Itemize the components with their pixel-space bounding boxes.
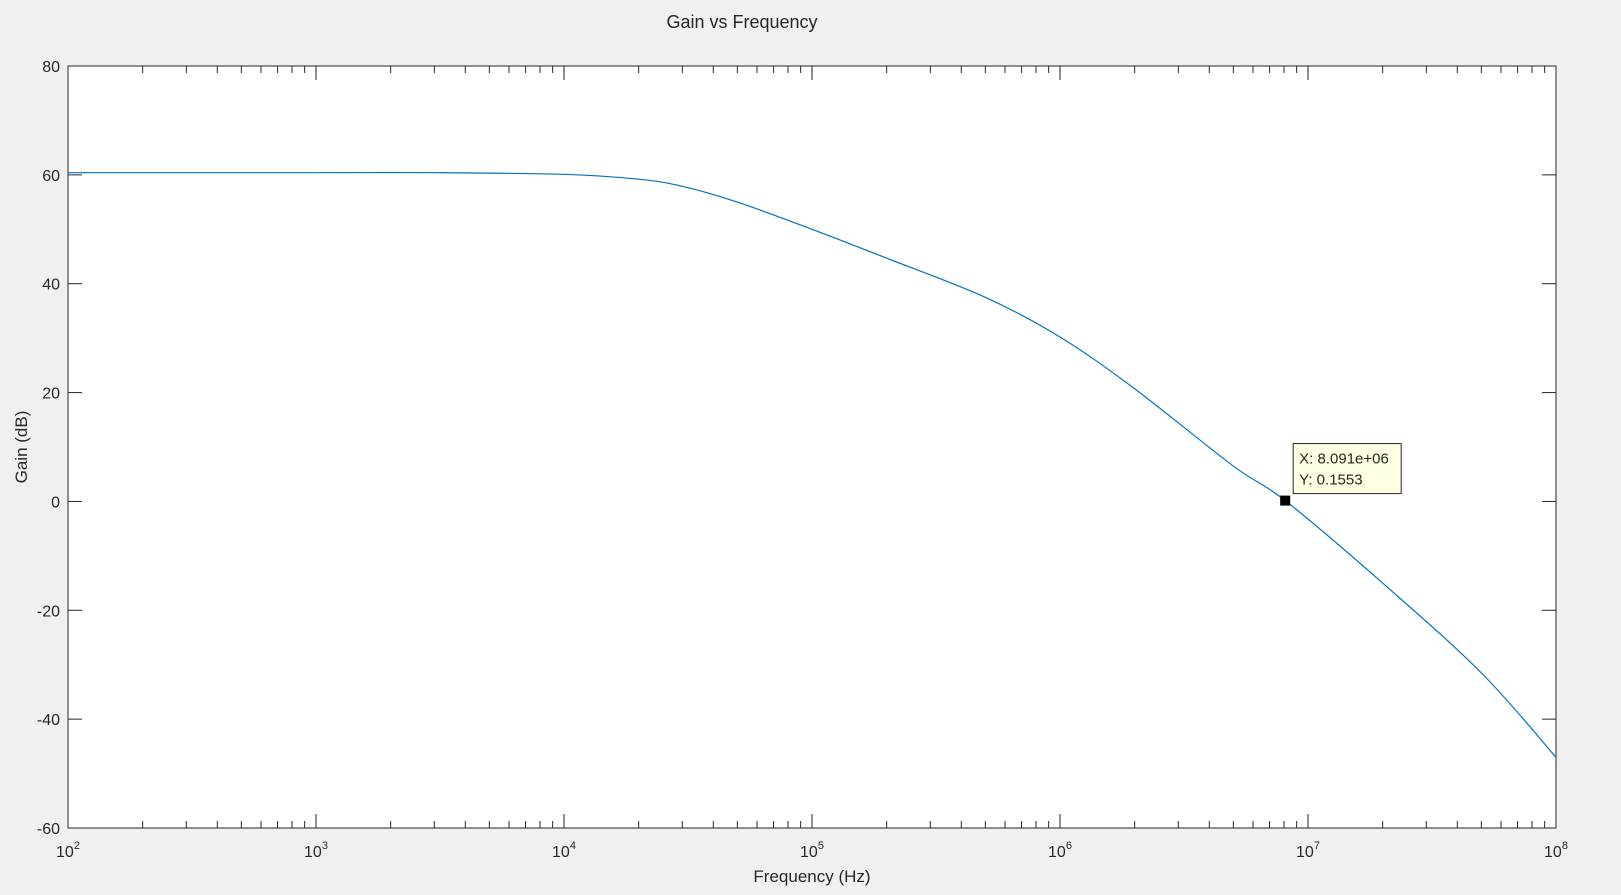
x-axis-label: Frequency (Hz) xyxy=(753,867,870,886)
y-tick-label: 40 xyxy=(42,277,60,294)
y-axis-ticks: -60 -40 -20 0 20 40 60 80 xyxy=(37,59,1556,838)
chart-title: Gain vs Frequency xyxy=(666,12,817,32)
datatip-y-label: Y: 0.1553 xyxy=(1299,472,1362,489)
x-tick-label: 108 xyxy=(1544,840,1568,861)
y-axis-label: Gain (dB) xyxy=(12,411,31,484)
y-tick-label: 20 xyxy=(42,386,60,403)
y-tick-label: 80 xyxy=(42,59,60,76)
datatip-box xyxy=(1292,443,1402,495)
datatip-marker[interactable] xyxy=(1280,495,1291,506)
y-tick-label: -20 xyxy=(37,603,60,620)
datatip[interactable]: X: 8.091e+06 Y: 0.1553 xyxy=(1280,443,1402,506)
x-tick-label: 104 xyxy=(552,840,576,861)
series-line-gain xyxy=(68,171,1557,758)
minor-ticks xyxy=(142,66,1546,828)
y-tick-label: 0 xyxy=(51,494,60,511)
x-tick-label: 103 xyxy=(304,840,328,861)
x-tick-label: 107 xyxy=(1296,840,1320,861)
y-tick-label: -40 xyxy=(37,712,60,729)
y-tick-label: 60 xyxy=(42,168,60,185)
datatip-x-label: X: 8.091e+06 xyxy=(1299,451,1389,468)
x-tick-label: 106 xyxy=(1048,840,1072,861)
x-tick-label: 105 xyxy=(800,840,824,861)
y-tick-label: -60 xyxy=(37,821,60,838)
x-tick-label: 102 xyxy=(56,840,80,861)
